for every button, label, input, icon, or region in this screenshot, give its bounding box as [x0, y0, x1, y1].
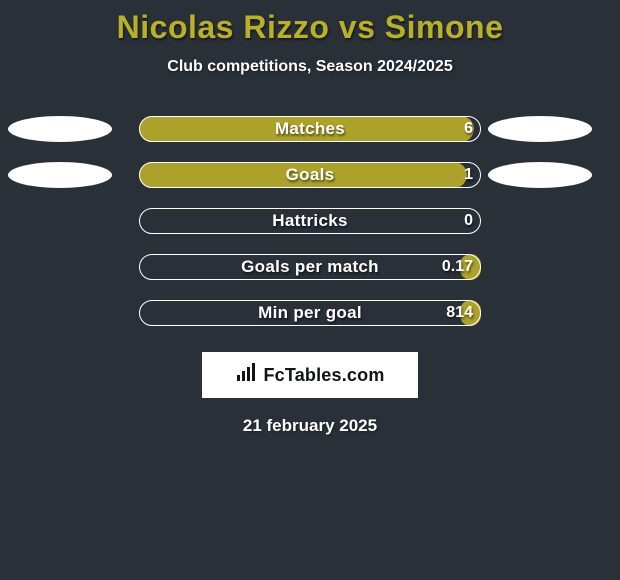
player-left-marker [8, 162, 112, 188]
stat-bar: Goals per match0.17 [139, 254, 481, 280]
stat-bar: Matches6 [139, 116, 481, 142]
player-left-blank [8, 300, 112, 326]
date-text: 21 february 2025 [0, 416, 620, 436]
root: Nicolas Rizzo vs Simone Club competition… [0, 0, 620, 436]
stat-bar: Hattricks0 [139, 208, 481, 234]
stat-label: Goals [139, 165, 481, 185]
stat-bar: Goals1 [139, 162, 481, 188]
subtitle: Club competitions, Season 2024/2025 [0, 58, 620, 76]
brand-text: FcTables.com [263, 365, 384, 386]
player-right-blank [488, 254, 592, 280]
player-left-blank [8, 254, 112, 280]
page-title: Nicolas Rizzo vs Simone [0, 8, 620, 46]
bars-icon [235, 362, 257, 389]
comparison-row: Hattricks0 [0, 208, 620, 234]
comparison-row: Matches6 [0, 116, 620, 142]
stat-bar: Min per goal814 [139, 300, 481, 326]
comparison-row: Goals1 [0, 162, 620, 188]
stat-value-right: 814 [446, 304, 473, 322]
stat-label: Min per goal [139, 303, 481, 323]
stat-value-right: 1 [464, 166, 473, 184]
stat-value-right: 6 [464, 120, 473, 138]
stat-label: Hattricks [139, 211, 481, 231]
player-right-marker [488, 162, 592, 188]
comparison-row: Min per goal814 [0, 300, 620, 326]
stat-value-right: 0 [464, 212, 473, 230]
stat-label: Matches [139, 119, 481, 139]
stat-label: Goals per match [139, 257, 481, 277]
player-right-blank [488, 300, 592, 326]
comparison-rows: Matches6Goals1Hattricks0Goals per match0… [0, 116, 620, 326]
player-left-marker [8, 116, 112, 142]
player-right-marker [488, 116, 592, 142]
brand-logo[interactable]: FcTables.com [202, 352, 418, 398]
player-left-blank [8, 208, 112, 234]
stat-value-right: 0.17 [442, 258, 473, 276]
player-right-blank [488, 208, 592, 234]
comparison-row: Goals per match0.17 [0, 254, 620, 280]
